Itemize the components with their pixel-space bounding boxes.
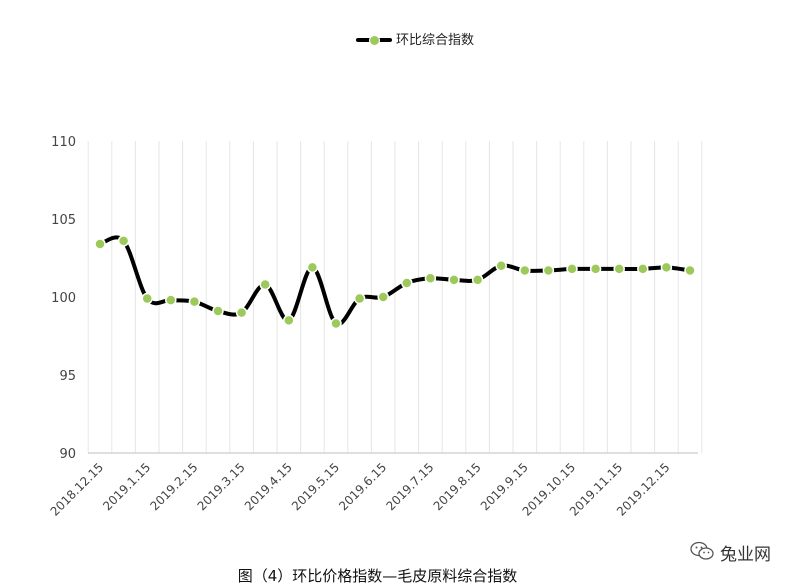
data-point	[117, 235, 130, 247]
data-point	[188, 295, 201, 308]
data-point	[495, 260, 507, 272]
chart-caption: 图（4）环比价格指数—毛皮原料综合指数	[237, 567, 518, 585]
data-point	[542, 264, 555, 277]
data-point	[637, 263, 649, 275]
data-point	[377, 291, 389, 303]
data-point	[330, 317, 342, 330]
data-point	[94, 238, 106, 250]
y-tick-label: 100	[51, 291, 76, 306]
x-tick-label: 2019.6.15	[336, 460, 389, 513]
data-point	[566, 263, 578, 275]
vertical-gridlines	[87, 141, 703, 453]
y-tick-label: 110	[51, 135, 76, 150]
legend-marker-swatch	[369, 35, 380, 46]
data-point	[259, 278, 271, 291]
x-tick-label: 2019.7.15	[383, 460, 436, 513]
x-tick-label: 2019.3.15	[195, 460, 248, 513]
data-point	[684, 264, 696, 277]
data-point	[660, 261, 673, 274]
watermark-text: 兔业网	[720, 545, 771, 565]
data-point	[424, 272, 437, 285]
data-point	[141, 292, 153, 305]
data-point	[471, 274, 484, 286]
data-point	[519, 264, 531, 277]
y-tick-label: 95	[59, 369, 76, 384]
data-point	[613, 263, 625, 275]
data-point	[401, 277, 413, 289]
data-point	[589, 263, 602, 275]
x-tick-label: 2019.4.15	[242, 460, 295, 513]
x-tick-label: 2019.5.15	[289, 460, 342, 513]
data-point	[283, 314, 295, 327]
data-point	[235, 306, 248, 319]
data-point	[165, 294, 177, 306]
x-tick-label: 2019.2.15	[147, 460, 200, 513]
y-tick-label: 105	[51, 213, 76, 228]
x-tick-label: 2018.12.15	[48, 460, 106, 518]
data-point	[306, 261, 319, 274]
y-tick-label: 90	[59, 447, 76, 462]
x-axis-ticks: 2018.12.152019.1.152019.2.152019.3.15201…	[48, 460, 673, 518]
x-tick-label: 2019.1.15	[100, 460, 153, 513]
y-axis-ticks: 90 95 100 105 110	[51, 135, 76, 462]
data-point	[448, 274, 460, 286]
data-point	[353, 292, 366, 305]
x-tick-label: 2019.8.15	[431, 460, 484, 513]
wechat-icon	[690, 541, 714, 560]
data-point	[212, 305, 224, 317]
legend-label: 环比综合指数	[396, 33, 475, 48]
series-layer	[94, 235, 696, 330]
